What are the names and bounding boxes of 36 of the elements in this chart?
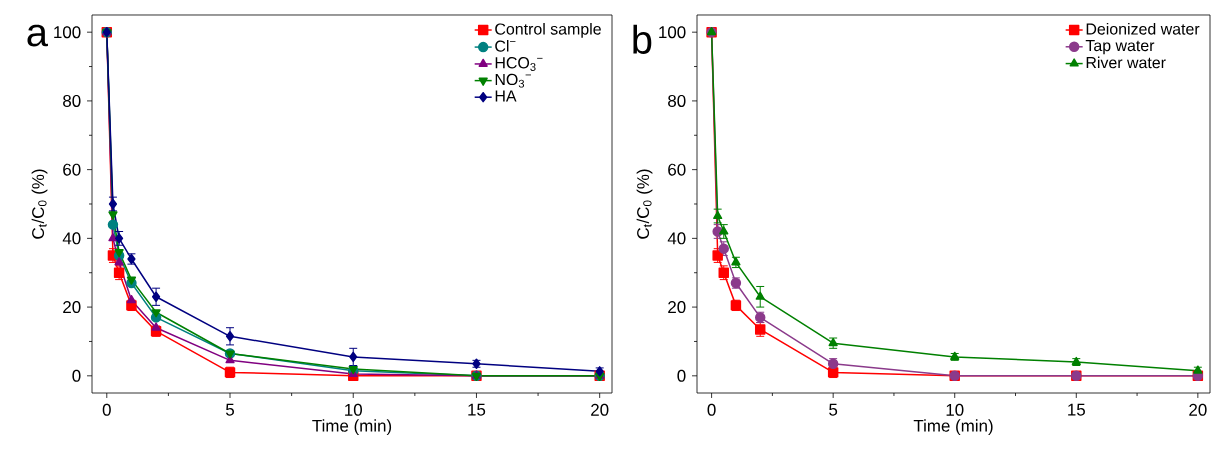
y-tick-label: 100 [659, 26, 686, 39]
legend-label: HA [495, 90, 517, 102]
x-tick-label: 20 [1189, 403, 1207, 416]
x-tick-label: 20 [591, 403, 609, 416]
x-tick-label: 10 [946, 403, 964, 416]
y-tick-label: 60 [63, 163, 81, 176]
y-tick-label: 20 [668, 301, 686, 314]
y-tick-label: 20 [63, 301, 81, 314]
x-tick-label: 0 [707, 403, 716, 416]
y-tick-label: 40 [667, 232, 686, 245]
x-tick-label: 15 [468, 403, 486, 416]
legend-label: Cl$^{−}$ [495, 40, 516, 52]
y-axis-title: C$_{t}$/C$_{0}$ (%) [636, 169, 653, 239]
y-tick-label: 60 [668, 163, 686, 176]
y-tick-label: 0 [72, 369, 81, 382]
legend-label: River water [1086, 56, 1166, 69]
y-tick-label: 80 [668, 94, 686, 107]
x-axis-title: Time (min) [913, 419, 993, 436]
x-tick-label: 5 [829, 403, 838, 416]
y-tick-label: 0 [677, 369, 686, 382]
x-tick-label: 5 [225, 403, 234, 416]
legend-label: Control sample [495, 22, 601, 38]
y-tick-label: 40 [62, 232, 81, 245]
y-tick-label: 80 [63, 94, 81, 107]
legend-label: Tap water [1085, 40, 1155, 55]
y-tick-label: 100 [54, 26, 81, 39]
legend-label: NO$_{3}$− [495, 73, 532, 88]
x-tick-label: 15 [1068, 403, 1085, 416]
text: b [633, 24, 652, 54]
x-axis-title: Time (min) [312, 419, 392, 436]
y-axis-title: C$_{t}$/C$_{0}$ (%) [31, 169, 48, 239]
x-tick-label: 0 [102, 403, 111, 416]
text: a [27, 24, 48, 47]
legend-label: Deionized water [1086, 22, 1200, 35]
x-tick-label: 10 [345, 403, 362, 416]
legend-label: HCO$_{3}$− [495, 57, 543, 71]
